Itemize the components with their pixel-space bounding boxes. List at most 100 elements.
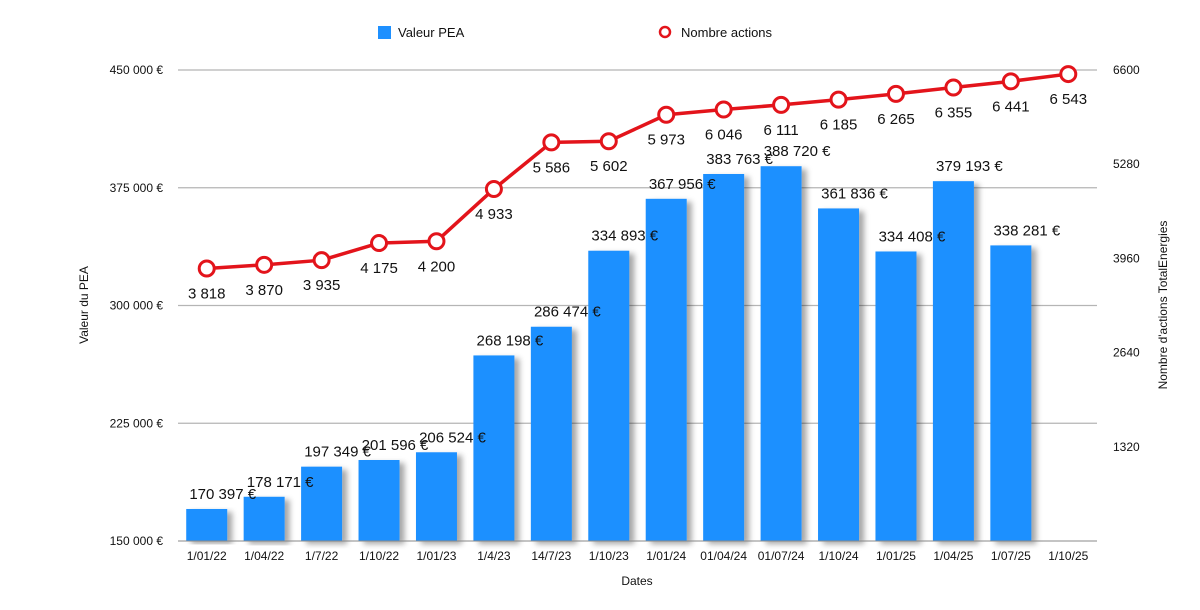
x-tick-label: 1/01/23 [416,549,456,563]
bar [186,508,228,541]
line-data-label: 6 111 [763,122,798,139]
bar [703,173,745,541]
x-tick-label: 01/07/24 [758,549,805,563]
x-tick-label: 1/10/24 [819,549,859,563]
legend-swatch-valeur-pea [378,26,391,39]
bar [875,251,917,542]
bar-data-label: 383 763 € [706,151,773,168]
bar [530,326,572,541]
bar-data-label: 379 193 € [936,158,1003,175]
x-tick-label: 1/7/22 [305,549,339,563]
y-tick-label: 375 000 € [110,181,164,195]
x-tick-label: 1/01/25 [876,549,916,563]
bar-data-label: 170 397 € [189,486,256,503]
y-axis-title: Valeur du PEA [77,266,91,344]
bar [301,466,343,541]
line-point [599,132,618,151]
x-tick-label: 1/4/23 [477,549,511,563]
line-point [484,179,503,198]
legend-marker-nombre-actions [658,25,672,39]
bars [186,166,1032,542]
line-point [370,234,389,253]
line-point [657,105,676,124]
line-data-label: 6 046 [705,127,743,144]
x-tick-label: 1/10/22 [359,549,399,563]
line-data-label: 6 185 [820,117,858,134]
x-tick-label: 1/01/24 [646,549,686,563]
x-tick-label: 1/04/25 [933,549,973,563]
x-tick-label: 1/04/22 [244,549,284,563]
y-tick-label: 300 000 € [110,299,164,313]
line-data-label: 4 933 [475,206,513,223]
line-data-label: 6 543 [1050,91,1088,108]
bar [415,452,457,541]
y-tick-label: 150 000 € [110,534,164,548]
x-tick-label: 01/04/24 [700,549,747,563]
axes: 150 000 € 225 000 € 300 000 € 375 000 € 450 … [110,63,1140,563]
line-data-label: 5 602 [590,158,628,175]
line-path [206,72,1069,271]
line-data-label: 3 818 [188,286,226,303]
bar-data-label: 334 408 € [879,228,946,245]
x-tick-label: 1/10/25 [1048,549,1088,563]
line-point [714,100,733,119]
y2-axis-title: Nombre d'actions TotalEnergies [1156,221,1170,390]
legend-label-valeur-pea: Valeur PEA [398,25,465,40]
bar-data-label: 367 956 € [649,176,716,193]
bar-data-label: 201 596 € [362,437,429,454]
bar-data-label: 206 524 € [419,429,486,446]
y2-tick-label: 6600 [1113,63,1140,77]
line-data-label: 6 441 [992,98,1030,115]
line-point [427,232,446,251]
bar-data-label: 388 720 € [764,143,831,160]
bar [818,208,860,541]
x-tick-label: 1/07/25 [991,549,1031,563]
bar-data-label: 178 171 € [247,474,314,491]
y2-tick-label: 2640 [1113,346,1140,360]
bar-data-label: 334 893 € [591,228,658,245]
data-labels: 170 397 €178 171 € 197 349 €201 596 €206 … [188,91,1087,503]
line-data-label: 6 355 [935,104,973,121]
bar-data-label: 268 198 € [477,332,544,349]
line-point [886,84,905,103]
bar [645,198,687,541]
bar [358,459,400,541]
x-tick-label: 14/7/23 [531,549,571,563]
line-series [197,65,1078,278]
line-point [312,251,331,270]
line-data-label: 3 935 [303,277,341,294]
bar [473,355,515,541]
bar [588,250,630,541]
bar [760,166,802,541]
y2-tick-label: 5280 [1113,157,1140,171]
line-data-label: 3 870 [245,282,283,299]
line-point [255,255,274,274]
legend: Valeur PEA Nombre actions [378,25,773,40]
line-data-label: 4 200 [418,258,456,275]
bar-data-label: 286 474 € [534,304,601,321]
bar-data-label: 197 349 € [304,444,371,461]
line-point [1059,65,1078,84]
line-data-label: 5 586 [533,159,571,176]
line-data-label: 5 973 [647,132,685,149]
y2-tick-label: 1320 [1113,440,1140,454]
line-point [829,90,848,109]
line-data-label: 4 175 [360,260,398,277]
bar [243,496,285,541]
x-axis-title: Dates [621,574,652,588]
legend-label-nombre-actions: Nombre actions [681,25,773,40]
line-point [197,259,216,278]
bar-data-label: 361 836 € [821,185,888,202]
line-data-label: 6 265 [877,111,915,128]
bar-data-label: 338 281 € [993,222,1060,239]
bar [990,245,1032,541]
line-point [944,78,963,97]
x-tick-label: 1/01/22 [187,549,227,563]
bar [932,181,974,541]
line-point [1001,72,1020,91]
line-point [772,95,791,114]
y-tick-label: 225 000 € [110,416,164,430]
x-tick-label: 1/10/23 [589,549,629,563]
